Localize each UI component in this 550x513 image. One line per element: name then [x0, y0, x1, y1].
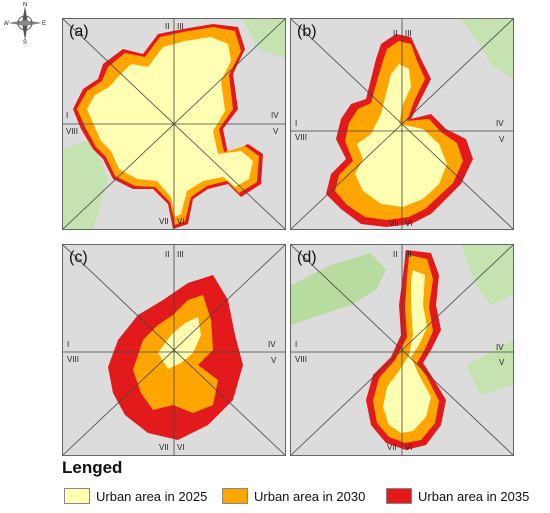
map-panel-c: (c) II III I VIII IV V VII VI: [62, 244, 286, 456]
vegetation-patch: [466, 340, 513, 395]
sector-label: I: [67, 340, 70, 349]
sector-label: I: [295, 340, 298, 349]
panel-label: (b): [297, 23, 317, 40]
legend-swatch-2035: [386, 488, 412, 504]
urban-2025-area: [158, 317, 201, 369]
compass-s: S: [23, 40, 27, 44]
sector-label: III: [177, 250, 184, 259]
sector-label: VII: [387, 443, 397, 452]
panel-label: (a): [69, 23, 89, 40]
vegetation-patch: [461, 19, 513, 79]
urban-2025-area: [355, 64, 447, 207]
compass-rose-icon: N S W E: [3, 2, 46, 46]
sector-label: II: [393, 250, 398, 259]
legend-swatch-2030: [222, 488, 248, 504]
sector-label: IV: [496, 343, 504, 352]
map-panel-b: (b) II III I VIII IV V VII VI: [290, 18, 514, 230]
legend-swatch-2025: [64, 488, 90, 504]
sector-label: II: [393, 29, 398, 38]
legend-item-2035: Urban area in 2035: [386, 487, 529, 505]
panel-label: (c): [69, 249, 88, 266]
sector-label: V: [273, 127, 279, 136]
legend-label-2030: Urban area in 2030: [254, 488, 366, 504]
vegetation-patch: [291, 253, 386, 325]
legend-item-2025: Urban area in 2025: [64, 487, 207, 505]
sector-label: VII: [389, 219, 399, 228]
compass-w: W: [4, 21, 9, 27]
sector-label: I: [66, 111, 69, 120]
sector-label: II: [165, 250, 170, 259]
legend-title: Lenged: [62, 458, 123, 477]
compass-n: N: [23, 2, 27, 8]
urban-2025-area: [383, 270, 431, 433]
sector-label: VIII: [295, 133, 308, 142]
panel-label: (d): [297, 249, 317, 266]
sector-label: VII: [159, 443, 169, 452]
legend-label-2025: Urban area in 2025: [96, 488, 208, 504]
vegetation-patch: [461, 245, 513, 305]
sector-label: III: [177, 22, 184, 31]
sector-label: I: [295, 119, 298, 128]
sector-label: III: [405, 250, 412, 259]
urban-2025-area: [87, 37, 253, 217]
sector-label: VIII: [67, 355, 80, 364]
sector-label: VI: [177, 217, 185, 226]
legend-item-2030: Urban area in 2030: [222, 487, 365, 505]
sector-label: IV: [271, 111, 279, 120]
sector-label: V: [499, 358, 505, 367]
sector-label: VI: [405, 443, 413, 452]
sector-label: II: [165, 22, 170, 31]
sector-label: VI: [405, 219, 413, 228]
sector-label: V: [271, 356, 277, 365]
sector-label: VI: [177, 443, 185, 452]
legend-label-2035: Urban area in 2035: [418, 488, 530, 504]
compass-e: E: [42, 21, 46, 27]
sector-label: V: [499, 135, 505, 144]
map-panel-d: (d) II III I VIII IV V VII VI: [290, 244, 514, 456]
map-panel-a: (a) I VIII II III IV V VII VI: [62, 18, 286, 230]
sector-label: VIII: [66, 127, 79, 136]
sector-label: VII: [159, 217, 169, 226]
sector-label: VIII: [295, 355, 308, 364]
sector-label: III: [405, 29, 412, 38]
vegetation-patch: [63, 139, 108, 229]
sector-label: IV: [496, 119, 504, 128]
sector-label: IV: [268, 340, 276, 349]
